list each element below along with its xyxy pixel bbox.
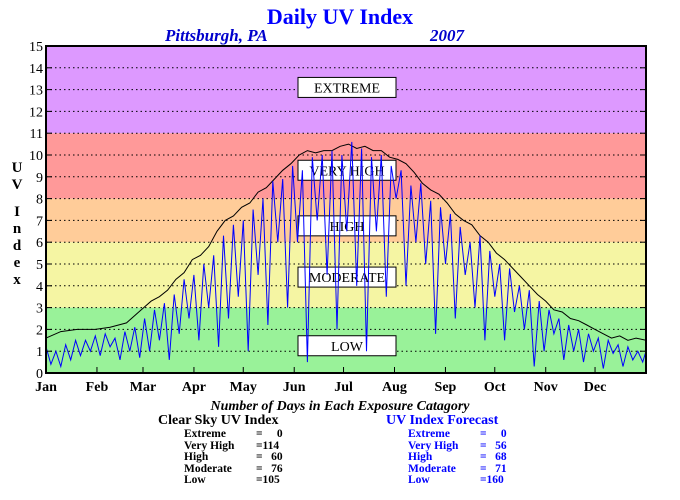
stats-heading: Number of Days in Each Exposure Catagory: [210, 399, 470, 414]
band-label-box: [297, 335, 397, 357]
y-tick-label: 4: [36, 280, 43, 295]
stat-label: Moderate: [408, 462, 456, 475]
stat-row: Very High =114: [184, 439, 296, 453]
x-tick-label: Jan: [35, 380, 57, 395]
x-tick-label: Oct: [484, 380, 506, 395]
x-tick-label: Jul: [334, 380, 353, 395]
x-tick-label: Jun: [283, 380, 306, 395]
y-axis-label-char: e: [13, 255, 21, 271]
band-label-low: LOW: [297, 335, 397, 357]
y-tick-label: 7: [36, 214, 43, 229]
band-label-box: [297, 266, 397, 288]
y-tick-label: 0: [36, 367, 43, 382]
y-axis-label-char: d: [12, 238, 22, 254]
y-axis-label-char: V: [11, 177, 23, 193]
band-label-extreme: EXTREME: [297, 76, 397, 98]
y-tick-label: 8: [36, 193, 43, 208]
y-axis-label-char: x: [13, 272, 21, 288]
y-tick-label: 2: [36, 323, 43, 338]
stat-label: Extreme: [184, 428, 226, 440]
stat-label: High: [408, 451, 433, 464]
stat-value: = 76: [256, 462, 283, 475]
y-tick-label: 3: [36, 302, 43, 317]
y-tick-label: 9: [36, 171, 43, 186]
x-tick-label: Dec: [584, 380, 607, 395]
clear-sky-table: Extreme = 0 Very High =114 High = 60 Modera…: [184, 428, 296, 487]
band-label-text: MODERATE: [309, 271, 385, 286]
stat-value: =105: [256, 474, 280, 487]
band-label-text: EXTREME: [314, 81, 380, 96]
y-tick-label: 12: [29, 105, 43, 120]
x-tick-label: May: [230, 380, 257, 395]
stat-label: Low: [184, 474, 206, 487]
y-tick-label: 14: [29, 62, 43, 77]
y-tick-label: 13: [29, 84, 43, 99]
y-tick-label: 6: [36, 236, 43, 251]
band-label-moderate: MODERATE: [297, 266, 397, 288]
y-tick-label: 11: [30, 127, 43, 142]
x-tick-label: Mar: [130, 380, 156, 395]
clear-sky-series-line: [45, 143, 647, 341]
x-tick-label: Sep: [435, 380, 457, 395]
stat-row: Extreme = 0: [408, 428, 520, 441]
x-tick-label: Feb: [86, 380, 109, 395]
forecast-table: Extreme = 0 Very High = 56 High = 68 Modera…: [408, 428, 520, 487]
stat-row: Low =160: [408, 475, 520, 487]
stat-value: =114: [256, 439, 280, 452]
forecast-heading: UV Index Forecast: [386, 413, 499, 428]
x-tick-label: Aug: [382, 380, 407, 395]
stat-value: = 71: [480, 462, 507, 475]
stat-row: Low =105: [184, 475, 296, 487]
y-axis-label-char: U: [11, 160, 23, 176]
y-tick-label: 15: [29, 40, 43, 55]
y-tick-label: 5: [36, 258, 43, 273]
stat-row: High = 68: [408, 452, 520, 464]
band-label-text: LOW: [331, 340, 364, 355]
stat-value: = 60: [256, 451, 283, 464]
series-lines: [45, 141, 647, 369]
stat-label: Very High: [184, 439, 235, 452]
stat-row: High = 60: [184, 452, 296, 464]
chart-year: 2007: [430, 26, 464, 45]
stat-label: Very High: [408, 439, 459, 452]
stat-row: Moderate = 71: [408, 462, 520, 476]
stat-value: = 0: [256, 428, 283, 440]
y-axis-label-char: I: [14, 204, 20, 220]
chart-location: Pittsburgh, PA: [165, 26, 268, 45]
band-label-box: [297, 76, 397, 98]
stat-label: Moderate: [184, 462, 232, 475]
clear-sky-heading: Clear Sky UV Index: [158, 413, 279, 428]
stat-label: High: [184, 451, 209, 464]
stat-label: Extreme: [408, 428, 450, 440]
x-tick-label: Apr: [182, 380, 206, 395]
plot-frame: [45, 45, 647, 374]
chart-title: Daily UV Index: [266, 4, 414, 29]
x-axis: Jan Feb Mar Apr May Jun Jul Aug Sep Oct Nov Dec: [35, 367, 606, 395]
y-tick-label: 10: [29, 149, 43, 164]
forecast-series-line: [45, 141, 647, 369]
stat-value: = 0: [480, 428, 507, 440]
y-axis-label-char: n: [12, 221, 22, 237]
stat-value: = 68: [480, 451, 507, 464]
y-tick-label: 1: [36, 345, 43, 360]
x-tick-label: Nov: [534, 380, 558, 395]
stat-row: Extreme = 0: [184, 428, 296, 441]
stat-label: Low: [408, 474, 430, 487]
stat-row: Moderate = 76: [184, 462, 296, 476]
stat-value: = 56: [480, 439, 507, 452]
stat-value: =160: [480, 474, 504, 487]
stat-row: Very High = 56: [408, 439, 520, 453]
grid-lines: [46, 67, 646, 352]
band-label-text: VERY HIGH: [309, 164, 384, 179]
